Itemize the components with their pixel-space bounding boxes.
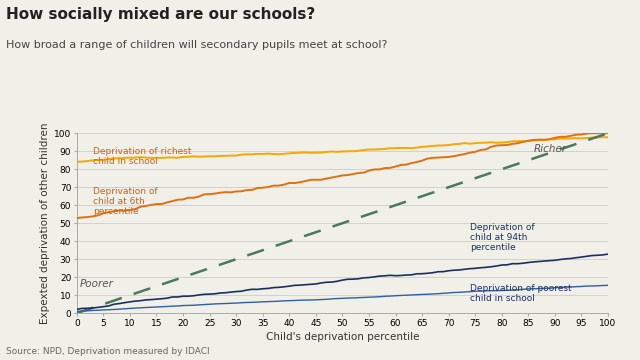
Text: Deprivation of
child at 94th
percentile: Deprivation of child at 94th percentile [470, 223, 534, 252]
Text: Source: NPD, Deprivation measured by IDACI: Source: NPD, Deprivation measured by IDA… [6, 347, 210, 356]
X-axis label: Child's deprivation percentile: Child's deprivation percentile [266, 332, 419, 342]
Text: Deprivation of richest
child in school: Deprivation of richest child in school [93, 147, 191, 166]
Text: How socially mixed are our schools?: How socially mixed are our schools? [6, 7, 316, 22]
Text: How broad a range of children will secondary pupils meet at school?: How broad a range of children will secon… [6, 40, 388, 50]
Text: Deprivation of poorest
child in school: Deprivation of poorest child in school [470, 284, 572, 303]
Y-axis label: Expexted deprivation of other children: Expexted deprivation of other children [40, 122, 50, 324]
Text: Richer: Richer [534, 144, 567, 154]
Text: Poorer: Poorer [79, 279, 113, 289]
Text: Deprivation of
child at 6th
percentile: Deprivation of child at 6th percentile [93, 187, 157, 216]
